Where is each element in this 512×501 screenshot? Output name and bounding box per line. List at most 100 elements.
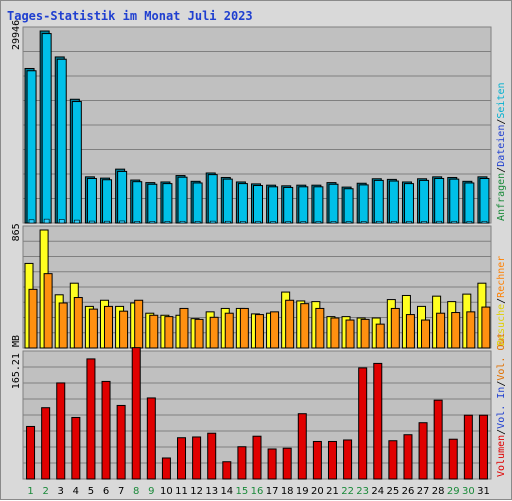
bar-volume-day-1 xyxy=(26,425,36,480)
bar-volume-day-28 xyxy=(433,399,443,480)
bar-hosts-day-27 xyxy=(421,319,431,349)
bar-pages-day-20 xyxy=(315,221,322,224)
bar-pages-day-14 xyxy=(225,220,231,224)
x-tick-label-day-2: 2 xyxy=(42,486,48,497)
bar-files-day-23 xyxy=(358,184,369,224)
x-tick-label-day-14: 14 xyxy=(220,486,233,497)
legend-entry: Besuche xyxy=(496,304,507,346)
bar-hosts-day-14 xyxy=(224,312,234,349)
bar-pages-day-26 xyxy=(406,221,412,224)
bar-hosts-day-21 xyxy=(330,317,340,349)
bar-hosts-day-17 xyxy=(270,311,280,349)
bar-files-day-19 xyxy=(298,186,309,224)
bar-hosts-day-12 xyxy=(194,318,204,349)
x-tick-label-day-20: 20 xyxy=(311,486,324,497)
bar-volume-day-9 xyxy=(146,397,156,480)
x-tick-label-day-31: 31 xyxy=(477,486,490,497)
bar-hosts-day-18 xyxy=(285,299,295,349)
bar-volume-day-16 xyxy=(252,435,262,480)
bar-files-day-24 xyxy=(373,179,384,224)
bar-pages-day-7 xyxy=(119,220,125,224)
bar-files-day-10 xyxy=(162,183,173,224)
bar-files-day-11 xyxy=(177,176,188,224)
bar-pages-day-18 xyxy=(285,221,291,224)
bar-files-day-31 xyxy=(479,177,490,224)
bar-volume-day-8 xyxy=(131,347,141,480)
x-tick-label-day-8: 8 xyxy=(133,486,139,497)
bar-pages-day-1 xyxy=(28,219,35,224)
x-tick-label-day-13: 13 xyxy=(205,486,218,497)
x-tick-label-day-3: 3 xyxy=(58,486,64,497)
bar-volume-day-11 xyxy=(177,437,187,480)
bar-volume-day-29 xyxy=(448,438,458,480)
bar-volume-day-2 xyxy=(41,407,51,480)
bar-files-day-16 xyxy=(253,185,263,224)
bar-volume-day-6 xyxy=(101,380,111,480)
bar-files-day-26 xyxy=(403,183,414,224)
bar-volume-day-22 xyxy=(343,439,353,480)
bar-volume-day-4 xyxy=(71,416,81,480)
bar-volume-day-26 xyxy=(403,434,413,480)
bar-pages-day-27 xyxy=(421,221,427,224)
x-tick-label-day-6: 6 xyxy=(103,486,109,497)
bar-volume-day-17 xyxy=(267,448,277,480)
bar-hosts-day-7 xyxy=(119,310,129,349)
bar-pages-day-6 xyxy=(104,220,110,224)
x-tick-label-day-27: 27 xyxy=(417,486,430,497)
legend-3: Volumen/Vol. In/Vol. Out xyxy=(496,332,507,477)
chart-title: Tages-Statistik im Monat Juli 2023 xyxy=(7,9,253,23)
bar-files-day-8 xyxy=(132,181,143,224)
bar-hosts-day-3 xyxy=(58,302,68,349)
bar-files-day-5 xyxy=(86,177,97,224)
legend-entry: Volumen xyxy=(496,435,507,477)
bar-files-day-2 xyxy=(41,33,52,224)
bar-volume-day-23 xyxy=(358,367,368,480)
bar-files-day-25 xyxy=(388,180,399,224)
x-tick-label-day-10: 10 xyxy=(160,486,173,497)
bar-volume-day-31 xyxy=(478,414,488,480)
bar-pages-day-24 xyxy=(375,221,382,224)
bar-pages-day-28 xyxy=(436,220,442,224)
bar-pages-day-25 xyxy=(391,221,397,224)
x-tick-label-day-21: 21 xyxy=(326,486,339,497)
bar-volume-day-7 xyxy=(116,404,126,480)
x-tick-label-day-5: 5 xyxy=(88,486,94,497)
bar-hosts-day-11 xyxy=(179,307,189,349)
bar-files-day-13 xyxy=(207,174,218,224)
legend-entry: / xyxy=(496,298,507,304)
bar-hosts-day-9 xyxy=(149,314,159,349)
bar-files-day-21 xyxy=(328,183,339,224)
x-tick-label-day-25: 25 xyxy=(387,486,400,497)
bar-pages-day-8 xyxy=(134,221,141,224)
x-tick-label-day-28: 28 xyxy=(432,486,445,497)
legend-2: Besuche/Rechner xyxy=(496,256,507,346)
bar-hosts-day-31 xyxy=(481,306,491,349)
bar-pages-day-10 xyxy=(164,221,171,224)
bar-files-day-7 xyxy=(117,170,128,224)
bar-volume-day-13 xyxy=(207,432,217,480)
x-tick-label-day-12: 12 xyxy=(190,486,203,497)
y-tick-label-1: 29946 xyxy=(11,20,22,50)
x-tick-label-day-30: 30 xyxy=(462,486,475,497)
bar-files-day-29 xyxy=(449,178,460,224)
bar-files-day-12 xyxy=(192,182,203,224)
y-tick-label-2: 865 xyxy=(11,223,22,241)
bar-volume-day-14 xyxy=(222,461,232,480)
bar-hosts-day-6 xyxy=(103,305,113,349)
legend-entry: Anfragen xyxy=(496,173,507,221)
x-tick-label-day-26: 26 xyxy=(402,486,415,497)
bar-hosts-day-20 xyxy=(315,307,325,349)
bar-files-day-14 xyxy=(222,178,233,224)
bar-hosts-day-25 xyxy=(390,307,400,349)
bar-pages-day-15 xyxy=(240,221,246,224)
bar-pages-day-13 xyxy=(209,220,216,224)
bar-hosts-day-16 xyxy=(254,314,264,349)
bar-volume-day-27 xyxy=(418,422,428,480)
bar-hosts-day-4 xyxy=(73,297,83,349)
x-tick-label-day-19: 19 xyxy=(296,486,309,497)
bar-hosts-day-2 xyxy=(43,273,53,349)
legend-entry: / xyxy=(496,167,507,173)
bar-hosts-day-22 xyxy=(345,319,355,349)
bar-hosts-day-24 xyxy=(375,323,385,349)
